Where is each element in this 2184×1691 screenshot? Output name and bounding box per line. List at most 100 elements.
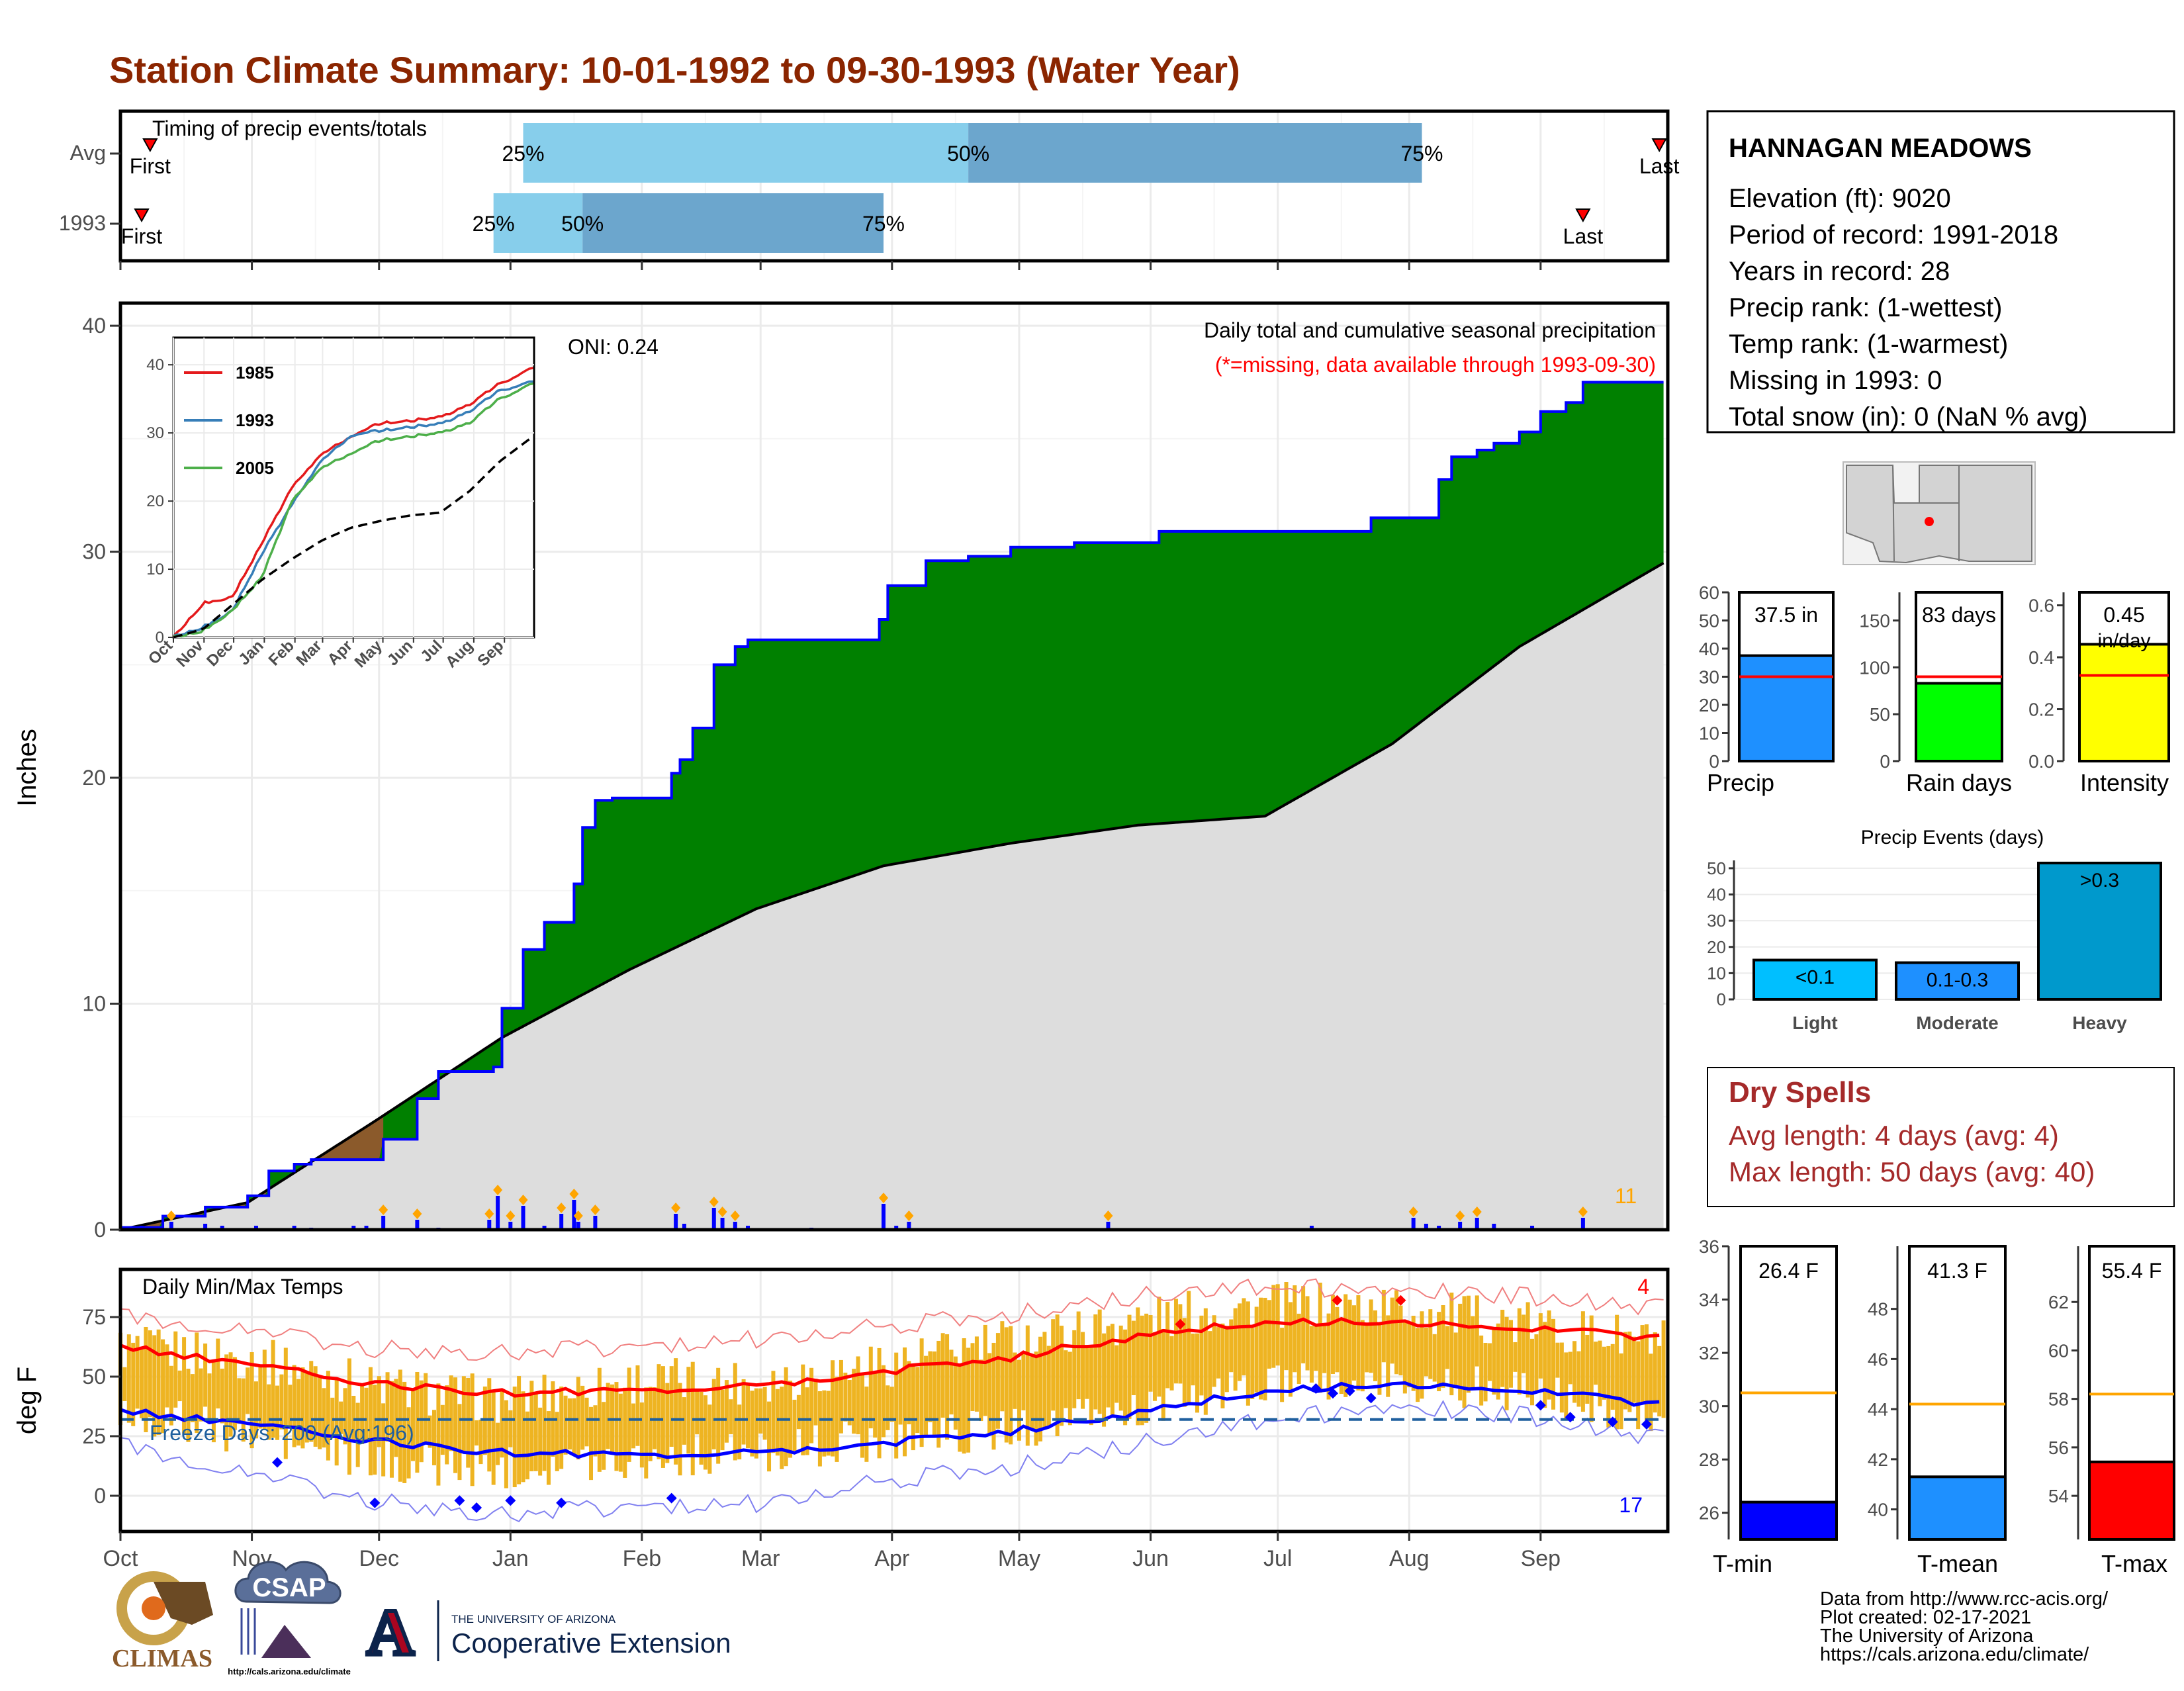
month-tick-label: Sep bbox=[1521, 1546, 1561, 1571]
daily-temp-bar bbox=[1064, 1350, 1068, 1408]
daily-temp-bar bbox=[1508, 1320, 1513, 1388]
daily-temp-bar bbox=[326, 1371, 330, 1461]
daily-temp-bar bbox=[1165, 1302, 1170, 1389]
mini-bar-unit-label: in/day bbox=[2097, 630, 2150, 652]
daily-temp-bar bbox=[1466, 1295, 1471, 1393]
daily-temp-bar bbox=[470, 1373, 475, 1486]
daily-temp-bar bbox=[991, 1342, 996, 1450]
temp-mini-value bbox=[1908, 1475, 2007, 1541]
daily-precip-bar bbox=[381, 1216, 386, 1230]
daily-temp-bar bbox=[674, 1358, 678, 1465]
daily-temp-bar bbox=[241, 1378, 246, 1442]
daily-precip-bar bbox=[1492, 1224, 1496, 1230]
record-low-marker bbox=[471, 1502, 482, 1513]
temp-y-ticks: 0 25 50 75 bbox=[82, 1305, 120, 1508]
station-box-frame bbox=[1706, 110, 2175, 434]
daily-temp-bar bbox=[1580, 1311, 1585, 1412]
record-high-marker bbox=[1395, 1295, 1406, 1306]
daily-temp-bar bbox=[406, 1407, 411, 1479]
events-bar-label: 0.1-0.3 bbox=[1927, 970, 1988, 991]
daily-temp-bar bbox=[576, 1377, 580, 1460]
daily-temp-bar bbox=[1462, 1296, 1467, 1408]
daily-temp-bar bbox=[1110, 1324, 1115, 1418]
temp-mini-value bbox=[2088, 1460, 2175, 1541]
precip-frame bbox=[118, 301, 1670, 1232]
daily-temp-bar bbox=[801, 1364, 805, 1455]
daily-temp-bar bbox=[877, 1348, 882, 1459]
daily-temp-bar bbox=[1017, 1359, 1021, 1441]
daily-temp-bar bbox=[504, 1400, 508, 1488]
record-low-marker bbox=[1565, 1412, 1576, 1423]
mini-y-tick-label: 50 bbox=[1699, 611, 1719, 631]
daily-temp-bar bbox=[1351, 1305, 1356, 1381]
daily-temp-bar bbox=[1572, 1341, 1577, 1403]
temp-panel: 0 25 50 75 deg F Daily Min/Max Temps Freeze… bbox=[13, 1267, 1670, 1571]
daily-precip-bar bbox=[203, 1224, 208, 1230]
daily-temp-bar bbox=[1416, 1328, 1420, 1402]
heavy-event-marker bbox=[1472, 1207, 1482, 1217]
ua-logo-small: THE UNIVERSITY OF ARIZONA bbox=[451, 1613, 616, 1625]
timing-label: Timing of precip events/totals bbox=[152, 116, 427, 140]
temp-mini-y-tick-label: 40 bbox=[1868, 1500, 1888, 1520]
daily-temp-bar bbox=[953, 1356, 958, 1430]
daily-temp-bar bbox=[1229, 1319, 1234, 1373]
daily-temp-bar bbox=[775, 1389, 780, 1456]
credit-university: The University of Arizona bbox=[1820, 1625, 2034, 1647]
daily-temp-bar bbox=[911, 1363, 915, 1451]
temp-y-tick-label: 25 bbox=[82, 1424, 106, 1448]
inset-legend-label: 1985 bbox=[236, 363, 274, 383]
daily-temp-bar bbox=[936, 1340, 941, 1448]
dry-spells-frame bbox=[1707, 1067, 2175, 1207]
daily-temp-bar bbox=[1242, 1298, 1246, 1376]
daily-temp-bar bbox=[945, 1334, 950, 1440]
daily-temp-bar bbox=[1453, 1332, 1458, 1387]
daily-temp-bar bbox=[678, 1383, 682, 1476]
daily-temp-bar bbox=[313, 1366, 318, 1447]
daily-temp-bar bbox=[1187, 1291, 1191, 1405]
daily-temp-bar bbox=[415, 1371, 420, 1473]
temp-mini-value-label: 26.4 F bbox=[1758, 1259, 1819, 1283]
daily-temp-bar bbox=[1513, 1342, 1518, 1372]
heavy-event-marker bbox=[412, 1209, 422, 1219]
climas-logo-shape bbox=[154, 1582, 213, 1625]
daily-temp-bar bbox=[746, 1382, 751, 1449]
daily-temp-bar bbox=[330, 1397, 335, 1439]
timing-event-marker bbox=[142, 138, 158, 153]
record-low-marker bbox=[1344, 1385, 1355, 1396]
daily-temp-bar bbox=[1445, 1326, 1449, 1369]
events-category-label: Light bbox=[1792, 1013, 1837, 1033]
timing-percentile-label: 25% bbox=[473, 212, 515, 236]
temp-lines bbox=[120, 1278, 1668, 1523]
daily-temp-bar bbox=[1471, 1316, 1475, 1390]
daily-temp-bar bbox=[792, 1399, 797, 1451]
record-min-line bbox=[120, 1400, 1664, 1523]
mini-y-tick-label: 0 bbox=[1880, 751, 1890, 772]
events-y-tick-label: 40 bbox=[1707, 885, 1726, 905]
daily-temp-bar bbox=[1335, 1306, 1340, 1373]
daily-temp-bar bbox=[1068, 1351, 1072, 1426]
mini-precip-label: Precip bbox=[1707, 769, 1774, 796]
events-bar bbox=[2037, 861, 2162, 1001]
mini-y-tick-label: 40 bbox=[1699, 639, 1719, 659]
events-category-label: Heavy bbox=[2072, 1013, 2127, 1033]
daily-temp-bar bbox=[394, 1379, 398, 1457]
daily-temp-bar bbox=[271, 1340, 275, 1438]
inset-legend-label: 2005 bbox=[236, 458, 274, 478]
record-low-marker bbox=[666, 1492, 677, 1504]
month-tick-label: Dec bbox=[359, 1546, 398, 1571]
daily-precip-bar bbox=[907, 1222, 911, 1230]
record-low-marker bbox=[369, 1497, 381, 1508]
daily-temp-bar bbox=[1123, 1329, 1128, 1426]
csap-logo: CSAP http://cals.arizona.edu/climate bbox=[228, 1561, 351, 1676]
temp-frame bbox=[118, 1267, 1670, 1533]
daily-temp-bar bbox=[974, 1336, 979, 1412]
daily-temp-bar bbox=[1152, 1332, 1157, 1401]
heavy-event-marker bbox=[493, 1185, 503, 1195]
daily-temp-bar bbox=[1259, 1297, 1263, 1400]
timing-x-ticks bbox=[119, 261, 1542, 270]
heavy-event-marker bbox=[878, 1193, 888, 1203]
daily-temp-bar bbox=[894, 1352, 899, 1459]
daily-temp-bar bbox=[1606, 1346, 1611, 1428]
daily-temp-bar bbox=[546, 1411, 551, 1485]
daily-precip-bar bbox=[542, 1226, 547, 1230]
